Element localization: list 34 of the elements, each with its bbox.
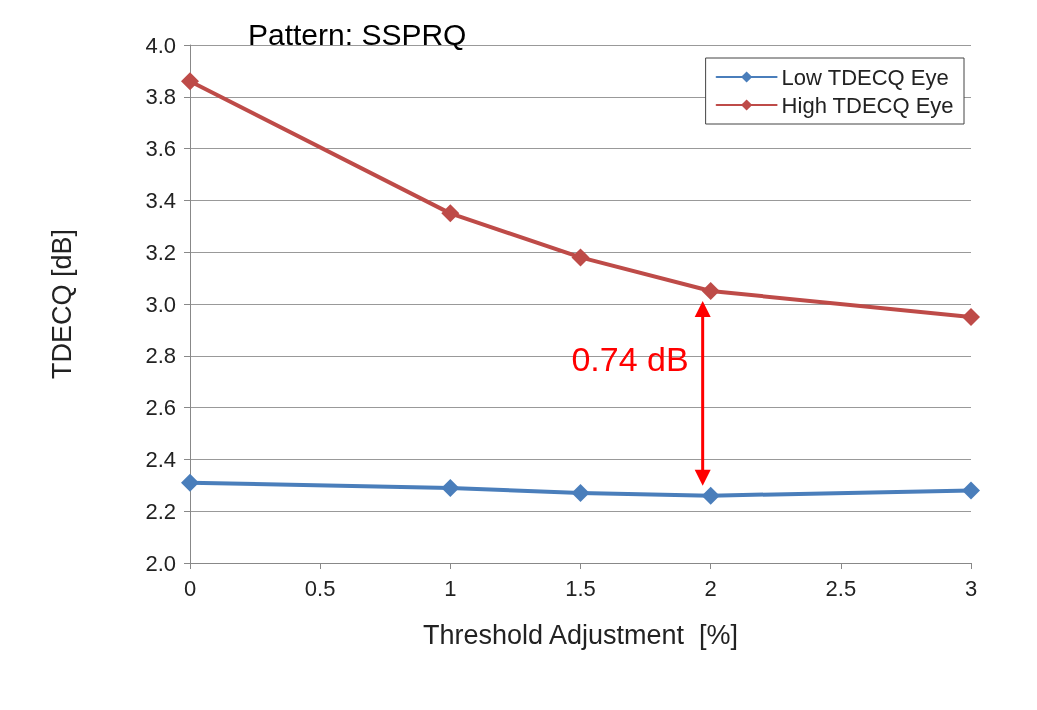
y-tick-label: 3.2 xyxy=(145,239,176,265)
chart-title: Pattern: SSPRQ xyxy=(248,17,467,51)
x-axis-title: Threshold Adjustment [%] xyxy=(422,619,739,650)
y-tick-label: 2.8 xyxy=(145,343,176,369)
point xyxy=(571,484,590,503)
legend-label: High TDECQ Eye xyxy=(781,92,954,118)
x-tick-label: 0.5 xyxy=(304,575,336,601)
x-tick-label: 3 xyxy=(964,575,978,601)
y-tick-label: 2.4 xyxy=(145,446,176,472)
point xyxy=(571,248,590,267)
y-axis-title: TDECQ [dB] xyxy=(46,228,77,380)
point xyxy=(962,307,980,326)
x-tick-label: 1 xyxy=(444,575,457,601)
legend-label: Low TDECQ Eye xyxy=(781,64,949,90)
y-tick-label: 2.2 xyxy=(145,498,176,524)
point xyxy=(181,72,199,91)
annotation: 0.74 dB xyxy=(571,339,689,378)
y-tick-label: 3.0 xyxy=(145,291,176,317)
point xyxy=(962,481,980,500)
x-tick-label: 0 xyxy=(183,575,197,601)
y-tick-label: 3.6 xyxy=(145,136,176,162)
x-tick-label: 1.5 xyxy=(565,575,596,601)
point xyxy=(701,486,720,505)
y-tick-label: 2.0 xyxy=(145,550,176,576)
point xyxy=(441,204,460,223)
y-tick-label: 3.8 xyxy=(145,84,176,110)
point xyxy=(181,473,199,492)
point xyxy=(701,282,720,301)
x-tick-label: 2.5 xyxy=(825,575,857,601)
y-tick-label: 4.0 xyxy=(145,32,176,58)
point xyxy=(441,478,460,497)
y-tick-label: 2.6 xyxy=(145,395,176,421)
x-tick-label: 2 xyxy=(704,575,717,601)
y-tick-label: 3.4 xyxy=(145,187,176,213)
